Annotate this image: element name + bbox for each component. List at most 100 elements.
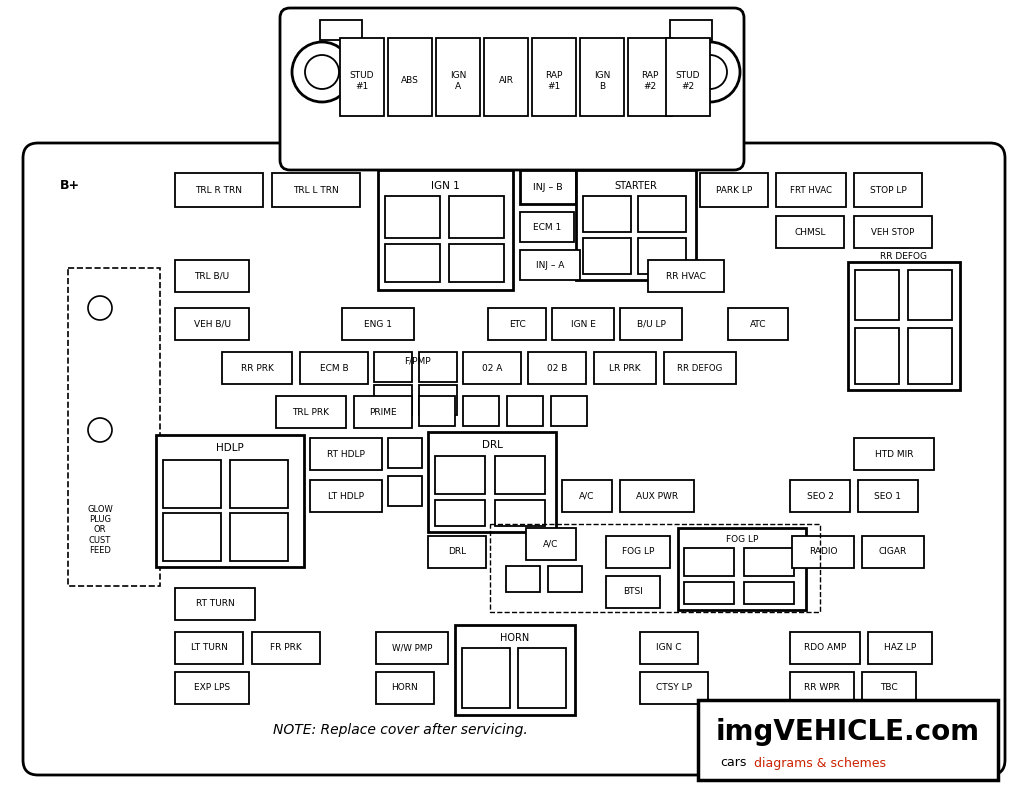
Bar <box>175 632 243 664</box>
Bar <box>252 632 319 664</box>
Text: STARTER: STARTER <box>614 181 657 191</box>
Bar <box>620 308 682 340</box>
Text: TBC: TBC <box>881 683 898 693</box>
Text: TRL R TRN: TRL R TRN <box>196 185 243 195</box>
Text: ABS: ABS <box>401 76 419 85</box>
Text: TRL L TRN: TRL L TRN <box>293 185 339 195</box>
Bar <box>518 648 566 708</box>
Bar <box>378 170 513 290</box>
Bar <box>520 212 574 242</box>
Text: FOG LP: FOG LP <box>622 548 654 556</box>
Bar <box>436 38 480 116</box>
Bar <box>428 536 486 568</box>
Bar <box>462 648 510 708</box>
Bar <box>310 438 382 470</box>
Text: TRL B/U: TRL B/U <box>195 272 229 281</box>
FancyBboxPatch shape <box>280 8 744 170</box>
Bar <box>163 513 221 561</box>
FancyBboxPatch shape <box>23 143 1005 775</box>
Bar <box>419 352 457 382</box>
Bar <box>858 480 918 512</box>
Bar <box>520 170 575 204</box>
Text: VEH B/U: VEH B/U <box>194 319 230 329</box>
Text: LT HDLP: LT HDLP <box>328 492 364 500</box>
Bar <box>776 173 846 207</box>
Text: STOP LP: STOP LP <box>869 185 906 195</box>
Text: VEH STOP: VEH STOP <box>871 228 914 236</box>
Bar <box>855 270 899 320</box>
Bar <box>666 38 710 116</box>
Bar <box>340 38 384 116</box>
Bar <box>862 672 916 704</box>
Text: IGN 1: IGN 1 <box>431 181 460 191</box>
Text: RAP
#1: RAP #1 <box>546 71 562 91</box>
Bar <box>388 476 422 506</box>
Text: PARK LP: PARK LP <box>716 185 752 195</box>
Bar <box>319 20 362 40</box>
Text: F/PMP: F/PMP <box>403 356 430 366</box>
Bar <box>388 438 422 468</box>
Text: ATC: ATC <box>750 319 766 329</box>
Text: ENG 1: ENG 1 <box>364 319 392 329</box>
Text: HDLP: HDLP <box>216 443 244 453</box>
Bar <box>230 460 288 508</box>
Text: IGN E: IGN E <box>570 319 595 329</box>
Text: diagrams & schemes: diagrams & schemes <box>754 756 886 770</box>
Bar <box>449 196 504 238</box>
Bar <box>728 308 788 340</box>
Bar <box>163 460 221 508</box>
Bar <box>580 38 624 116</box>
Text: HTD MIR: HTD MIR <box>874 449 913 459</box>
Bar <box>698 700 998 780</box>
Bar <box>776 216 844 248</box>
Bar <box>506 566 540 592</box>
Text: ETC: ETC <box>509 319 525 329</box>
Text: LT TURN: LT TURN <box>190 644 227 652</box>
Bar <box>230 513 288 561</box>
Text: RDO AMP: RDO AMP <box>804 644 846 652</box>
Text: FR PRK: FR PRK <box>270 644 302 652</box>
Bar <box>435 500 485 526</box>
Text: AIR: AIR <box>499 76 513 85</box>
Text: IGN C: IGN C <box>656 644 682 652</box>
Bar <box>374 385 412 415</box>
Text: IGN
B: IGN B <box>594 71 610 91</box>
Bar <box>490 524 820 612</box>
Bar <box>640 632 698 664</box>
Bar <box>435 456 485 494</box>
Text: ECM 1: ECM 1 <box>532 222 561 232</box>
Bar <box>507 396 543 426</box>
Bar <box>488 308 546 340</box>
Text: STUD
#2: STUD #2 <box>676 71 700 91</box>
Bar <box>310 480 382 512</box>
Bar <box>862 536 924 568</box>
Text: 02 B: 02 B <box>547 363 567 373</box>
Bar <box>175 173 263 207</box>
Bar <box>628 38 672 116</box>
Text: RT HDLP: RT HDLP <box>327 449 365 459</box>
Circle shape <box>693 55 727 89</box>
Bar <box>428 432 556 532</box>
Bar <box>388 38 432 116</box>
Bar <box>684 582 734 604</box>
Text: DRL: DRL <box>447 548 466 556</box>
Text: RAP
#2: RAP #2 <box>641 71 658 91</box>
Circle shape <box>680 42 740 102</box>
Bar <box>594 352 656 384</box>
Bar <box>526 528 575 560</box>
Bar <box>376 632 449 664</box>
Text: imgVEHICLE.com: imgVEHICLE.com <box>716 718 980 746</box>
Bar <box>790 480 850 512</box>
Text: CIGAR: CIGAR <box>879 548 907 556</box>
Bar <box>528 352 586 384</box>
Text: HAZ LP: HAZ LP <box>884 644 916 652</box>
Bar <box>376 672 434 704</box>
Bar <box>664 352 736 384</box>
Text: TRL PRK: TRL PRK <box>293 407 330 417</box>
Text: BTSI: BTSI <box>623 588 643 597</box>
Text: STUD
#1: STUD #1 <box>350 71 374 91</box>
Bar <box>455 625 575 715</box>
Text: 02 A: 02 A <box>482 363 502 373</box>
Bar <box>606 536 670 568</box>
Bar <box>908 270 952 320</box>
